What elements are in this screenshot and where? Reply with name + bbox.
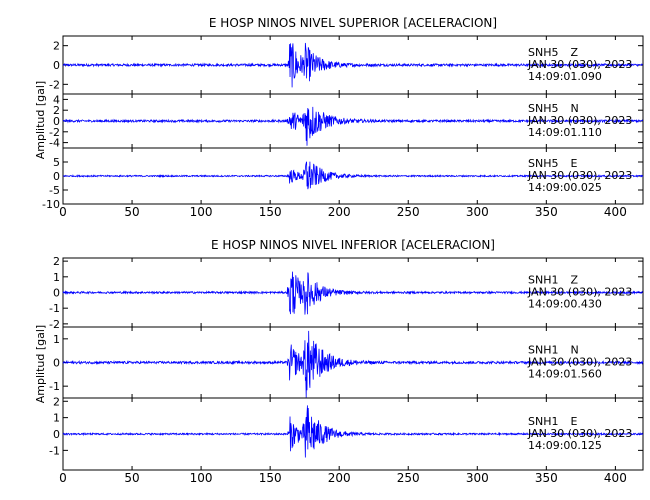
station-name: SNH5 xyxy=(528,102,558,115)
time-label: 14:09:01.560 xyxy=(528,368,602,381)
x-tick-label: 200 xyxy=(328,205,351,219)
chart-panel-2: E HOSP NINOS NIVEL INFERIOR [ACELERACION… xyxy=(34,238,644,485)
date-label: JAN 30 (030), 2023 xyxy=(527,58,632,71)
station-name: SNH1 xyxy=(528,415,558,428)
y-tick-label: 0 xyxy=(53,428,60,441)
x-tick-label: 0 xyxy=(59,471,67,485)
x-tick-label: 100 xyxy=(190,205,213,219)
x-tick-label: 50 xyxy=(124,205,139,219)
y-tick-label: 2 xyxy=(53,255,60,268)
waveform-SNH5-E xyxy=(62,161,644,190)
chart-panel-1: E HOSP NINOS NIVEL SUPERIOR [ACELERACION… xyxy=(34,16,644,219)
station-name: SNH5 xyxy=(528,157,558,170)
x-tick-label: 350 xyxy=(535,471,558,485)
x-tick-label: 250 xyxy=(397,471,420,485)
station-name: SNH1 xyxy=(528,274,558,287)
y-tick-label: -1 xyxy=(49,444,60,457)
station-name: SNH5 xyxy=(528,46,558,59)
y-tick-label: 0 xyxy=(53,357,60,370)
component-name: Z xyxy=(570,274,578,287)
station-label: SNH5 Z xyxy=(528,46,578,59)
x-tick-label: 0 xyxy=(59,205,67,219)
time-label: 14:09:01.110 xyxy=(528,126,602,139)
y-tick-label: -2 xyxy=(49,318,60,331)
waveform-SNH5-Z xyxy=(62,42,644,88)
x-tick-label: 150 xyxy=(259,471,282,485)
y-tick-label: -4 xyxy=(49,137,60,150)
y-tick-label: -5 xyxy=(49,184,60,197)
y-tick-label: 2 xyxy=(53,395,60,408)
y-tick-label: 1 xyxy=(53,271,60,284)
y-tick-label: -1 xyxy=(49,380,60,393)
chart-title: E HOSP NINOS NIVEL SUPERIOR [ACELERACION… xyxy=(209,16,497,30)
x-tick-label: 300 xyxy=(466,205,489,219)
y-tick-label: 0 xyxy=(53,59,60,72)
station-label: SNH1 E xyxy=(528,415,577,428)
y-axis-label: Amplitud [gal] xyxy=(34,81,47,159)
y-tick-label: 0 xyxy=(53,170,60,183)
x-tick-label: 50 xyxy=(124,471,139,485)
time-label: 14:09:00.025 xyxy=(528,181,602,194)
y-axis-label: Amplitud [gal] xyxy=(34,325,47,403)
station-label: SNH5 E xyxy=(528,157,577,170)
component-name: Z xyxy=(570,46,578,59)
x-tick-label: 300 xyxy=(466,471,489,485)
date-label: JAN 30 (030), 2023 xyxy=(527,169,632,182)
x-tick-label: 100 xyxy=(190,471,213,485)
station-name: SNH1 xyxy=(528,344,558,357)
y-tick-label: 2 xyxy=(53,104,60,117)
time-label: 14:09:00.430 xyxy=(528,298,602,311)
waveform-SNH5-N xyxy=(62,106,644,146)
date-label: JAN 30 (030), 2023 xyxy=(527,286,632,299)
component-name: E xyxy=(570,415,577,428)
y-tick-label: 1 xyxy=(53,333,60,346)
component-name: E xyxy=(570,157,577,170)
station-label: SNH1 N xyxy=(528,344,579,357)
y-tick-label: -10 xyxy=(42,198,60,211)
component-name: N xyxy=(570,102,578,115)
chart-title: E HOSP NINOS NIVEL INFERIOR [ACELERACION… xyxy=(211,238,495,252)
y-tick-label: 2 xyxy=(53,40,60,53)
y-tick-label: 0 xyxy=(53,287,60,300)
date-label: JAN 30 (030), 2023 xyxy=(527,356,632,369)
x-tick-label: 200 xyxy=(328,471,351,485)
x-tick-label: 150 xyxy=(259,205,282,219)
y-tick-label: -1 xyxy=(49,302,60,315)
station-label: SNH5 N xyxy=(528,102,579,115)
waveform-SNH1-E xyxy=(62,405,644,458)
waveform-SNH1-Z xyxy=(62,271,644,315)
date-label: JAN 30 (030), 2023 xyxy=(527,427,632,440)
time-label: 14:09:01.090 xyxy=(528,70,602,83)
y-tick-label: 0 xyxy=(53,115,60,128)
component-name: N xyxy=(570,344,578,357)
time-label: 14:09:00.125 xyxy=(528,439,602,452)
x-tick-label: 400 xyxy=(604,471,627,485)
x-tick-label: 250 xyxy=(397,205,420,219)
station-label: SNH1 Z xyxy=(528,274,578,287)
x-tick-label: 400 xyxy=(604,205,627,219)
y-tick-label: 1 xyxy=(53,412,60,425)
y-tick-label: -2 xyxy=(49,78,60,91)
y-tick-label: 4 xyxy=(53,93,60,106)
date-label: JAN 30 (030), 2023 xyxy=(527,114,632,127)
x-tick-label: 350 xyxy=(535,205,558,219)
waveform-SNH1-N xyxy=(62,330,644,398)
y-tick-label: -2 xyxy=(49,126,60,139)
y-tick-label: 5 xyxy=(53,156,60,169)
